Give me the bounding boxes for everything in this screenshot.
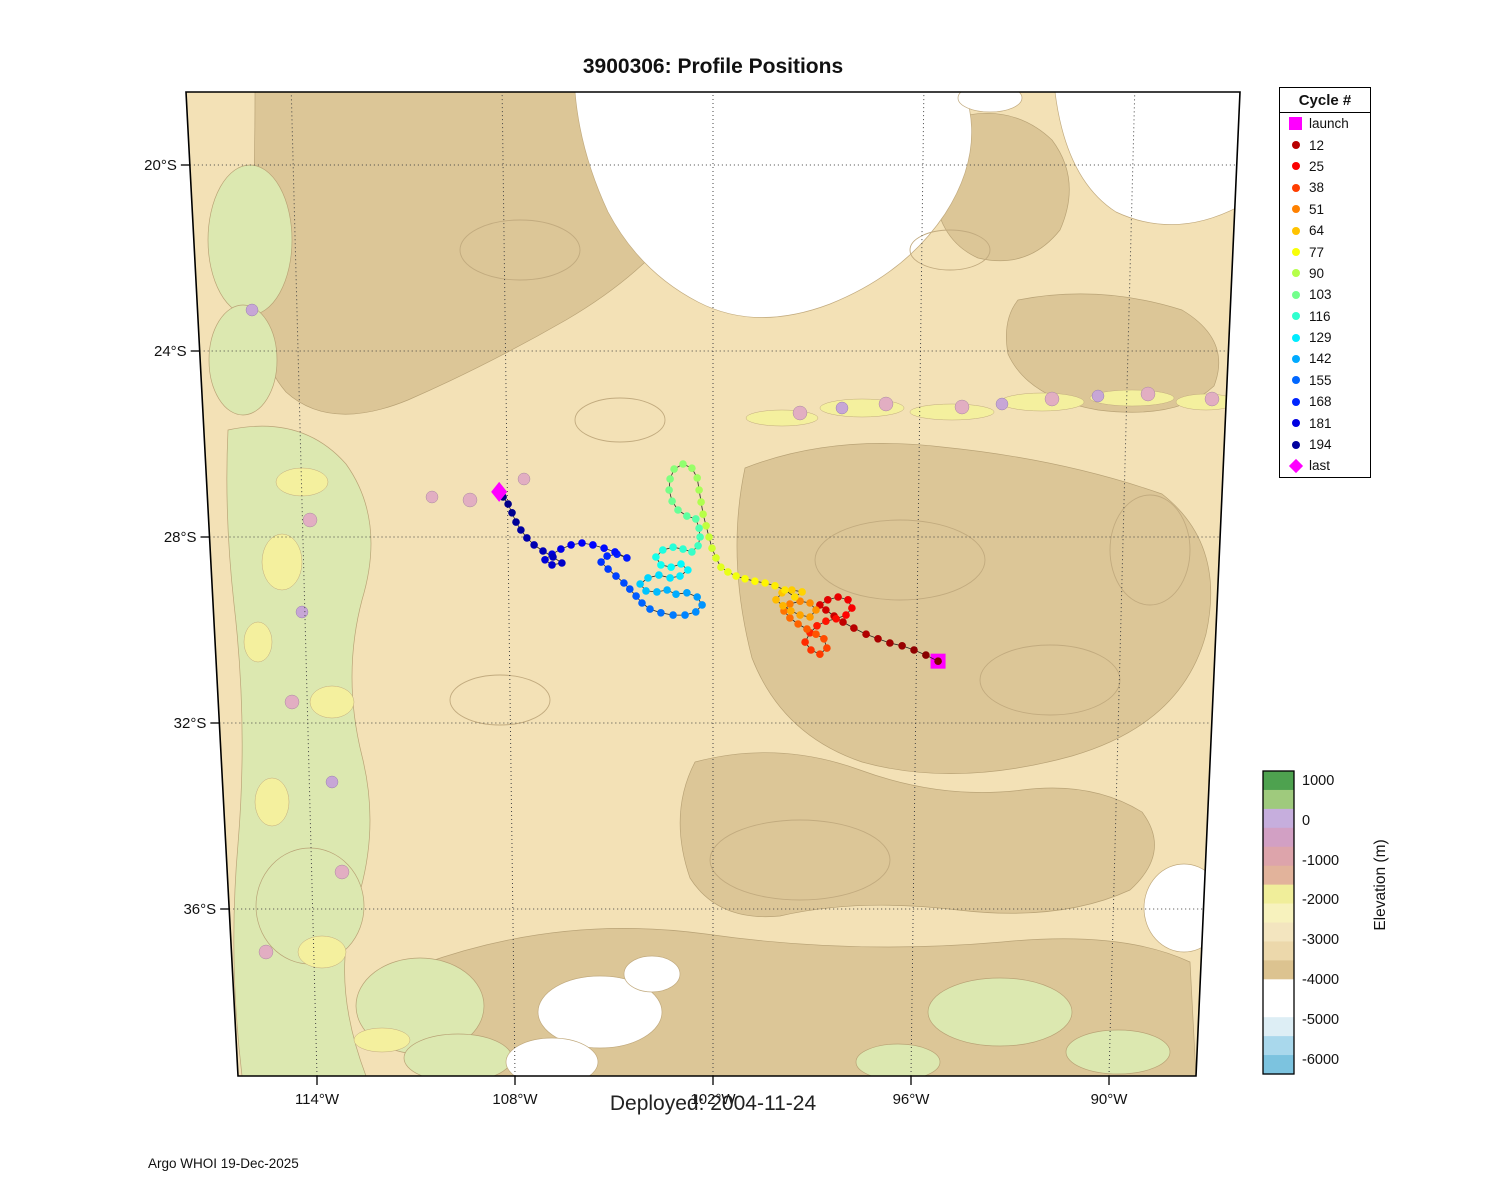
legend-entry-label: 181: [1309, 415, 1332, 431]
legend-entry-cycle: 51: [1280, 199, 1370, 220]
shallow-yellow-patches: [243, 389, 1237, 1053]
legend-entry-cycle: 181: [1280, 412, 1370, 433]
legend-entry-last: last: [1280, 455, 1370, 476]
lat-tick-label: 20°S: [144, 157, 177, 174]
legend-entry-label: 194: [1309, 437, 1332, 453]
launch-square-icon: [1287, 117, 1304, 131]
legend-entry-cycle: 38: [1280, 177, 1370, 198]
legend-entry-label: 77: [1309, 244, 1325, 260]
cycle-dot-icon: [1287, 248, 1304, 257]
legend-entry-cycle: 129: [1280, 327, 1370, 348]
legend-entry-label: 142: [1309, 351, 1332, 367]
lon-tick-label: 114°W: [295, 1091, 340, 1108]
colorbar-tick-label: -6000: [1302, 1051, 1340, 1068]
legend-entry-cycle: 116: [1280, 306, 1370, 327]
legend-entry-label: 168: [1309, 394, 1332, 410]
contour-lines: [449, 219, 1191, 901]
lon-tick-label: 90°W: [1091, 1091, 1129, 1108]
legend-entry-label: 12: [1309, 137, 1325, 153]
lon-tick-label: 96°W: [893, 1091, 931, 1108]
last-position-marker: [491, 481, 508, 502]
cycle-dot-icon: [1287, 312, 1304, 321]
lat-tick-label: 36°S: [183, 901, 216, 918]
legend-entry-label: launch: [1309, 116, 1349, 132]
legend-entry-cycle: 168: [1280, 391, 1370, 412]
cycle-dot-icon: [1287, 269, 1304, 278]
cycle-dot-icon: [1287, 440, 1304, 449]
last-diamond-icon: [1287, 458, 1304, 474]
legend-entry-cycle: 90: [1280, 263, 1370, 284]
map-border: [185, 91, 1241, 1077]
cycle-dot-icon: [1287, 354, 1304, 363]
colorbar-tick-label: 1000: [1302, 773, 1335, 789]
legend-entry-cycle: 25: [1280, 156, 1370, 177]
legend-entry-label: 90: [1309, 265, 1325, 281]
legend-entry-cycle: 103: [1280, 284, 1370, 305]
elevation-colorbar: [1262, 770, 1296, 1081]
legend-entry-label: 38: [1309, 180, 1325, 196]
legend-entry-label: 51: [1309, 201, 1325, 217]
credit-label: Argo WHOI 19-Dec-2025: [148, 1156, 299, 1171]
cycle-dot-icon: [1287, 290, 1304, 299]
legend-entries: launch 12 25 38 51 64 77 90 103 116 129 142 155 168 18…: [1280, 113, 1370, 477]
legend-entry-cycle: 194: [1280, 434, 1370, 455]
cycle-dot-icon: [1287, 141, 1304, 150]
cycle-dot-icon: [1287, 205, 1304, 214]
legend-entry-cycle: 12: [1280, 134, 1370, 155]
colorbar-tick-label: -4000: [1302, 972, 1340, 988]
cycle-dot-icon: [1287, 226, 1304, 235]
lat-tick-label: 28°S: [164, 529, 197, 546]
cycle-dot-icon: [1287, 183, 1304, 192]
colorbar-tick-label: -1000: [1302, 852, 1340, 869]
deployed-date-label: Deployed: 2004-11-24: [609, 1092, 817, 1115]
colorbar-tick-label: -5000: [1302, 1011, 1340, 1028]
legend-title: Cycle #: [1280, 88, 1370, 113]
bathymetry-map: [186, 92, 1240, 1076]
cycle-dot-icon: [1287, 419, 1304, 428]
legend-entry-launch: launch: [1280, 113, 1370, 134]
axis-ticks: 20°S 24°S 28°S 32°S 36°S 114°W 108°W 102°W 96°W 9…: [144, 157, 1128, 1108]
page-title: 3900306: Profile Positions: [582, 55, 844, 78]
graticule: [189, 92, 1237, 1076]
cycle-dot-icon: [1287, 333, 1304, 342]
legend-entry-cycle: 77: [1280, 241, 1370, 262]
cycle-dot-icon: [1287, 376, 1304, 385]
legend-entry-label: 155: [1309, 372, 1332, 388]
lon-tick-label: 108°W: [492, 1091, 538, 1108]
colorbar-tick-label: -3000: [1302, 932, 1340, 949]
colorbar-axis-label: Elevation (m): [1372, 839, 1389, 931]
deep-white-regions: [505, 92, 1240, 1076]
legend-entry-label: 103: [1309, 287, 1332, 303]
cycle-legend: Cycle # launch 12 25 38 51 64 77 90 103 116 129 142…: [1279, 87, 1371, 478]
seamount-pink-specks: [258, 386, 1220, 960]
cycle-dot-icon: [1287, 162, 1304, 171]
legend-entry-label: 64: [1309, 223, 1325, 239]
legend-entry-label: 25: [1309, 158, 1325, 174]
colorbar-tick-label: -2000: [1302, 892, 1340, 909]
lat-tick-label: 32°S: [174, 715, 207, 732]
colorbar-tick-label: 0: [1302, 812, 1311, 829]
colorbar-tick-labels: 1000 0 -1000 -2000 -3000 -4000 -5000 -6000: [1302, 770, 1362, 1076]
legend-entry-label: 116: [1309, 308, 1331, 324]
legend-entry-cycle: 142: [1280, 348, 1370, 369]
float-track: [491, 460, 946, 669]
legend-entry-label: last: [1309, 458, 1331, 474]
legend-entry-cycle: 64: [1280, 220, 1370, 241]
seamount-purple-specks: [245, 303, 1105, 789]
legend-entry-label: 129: [1309, 330, 1332, 346]
cycle-dot-icon: [1287, 397, 1304, 406]
lat-tick-label: 24°S: [154, 343, 187, 360]
legend-entry-cycle: 155: [1280, 370, 1370, 391]
lon-tick-label: 102°W: [690, 1091, 736, 1108]
